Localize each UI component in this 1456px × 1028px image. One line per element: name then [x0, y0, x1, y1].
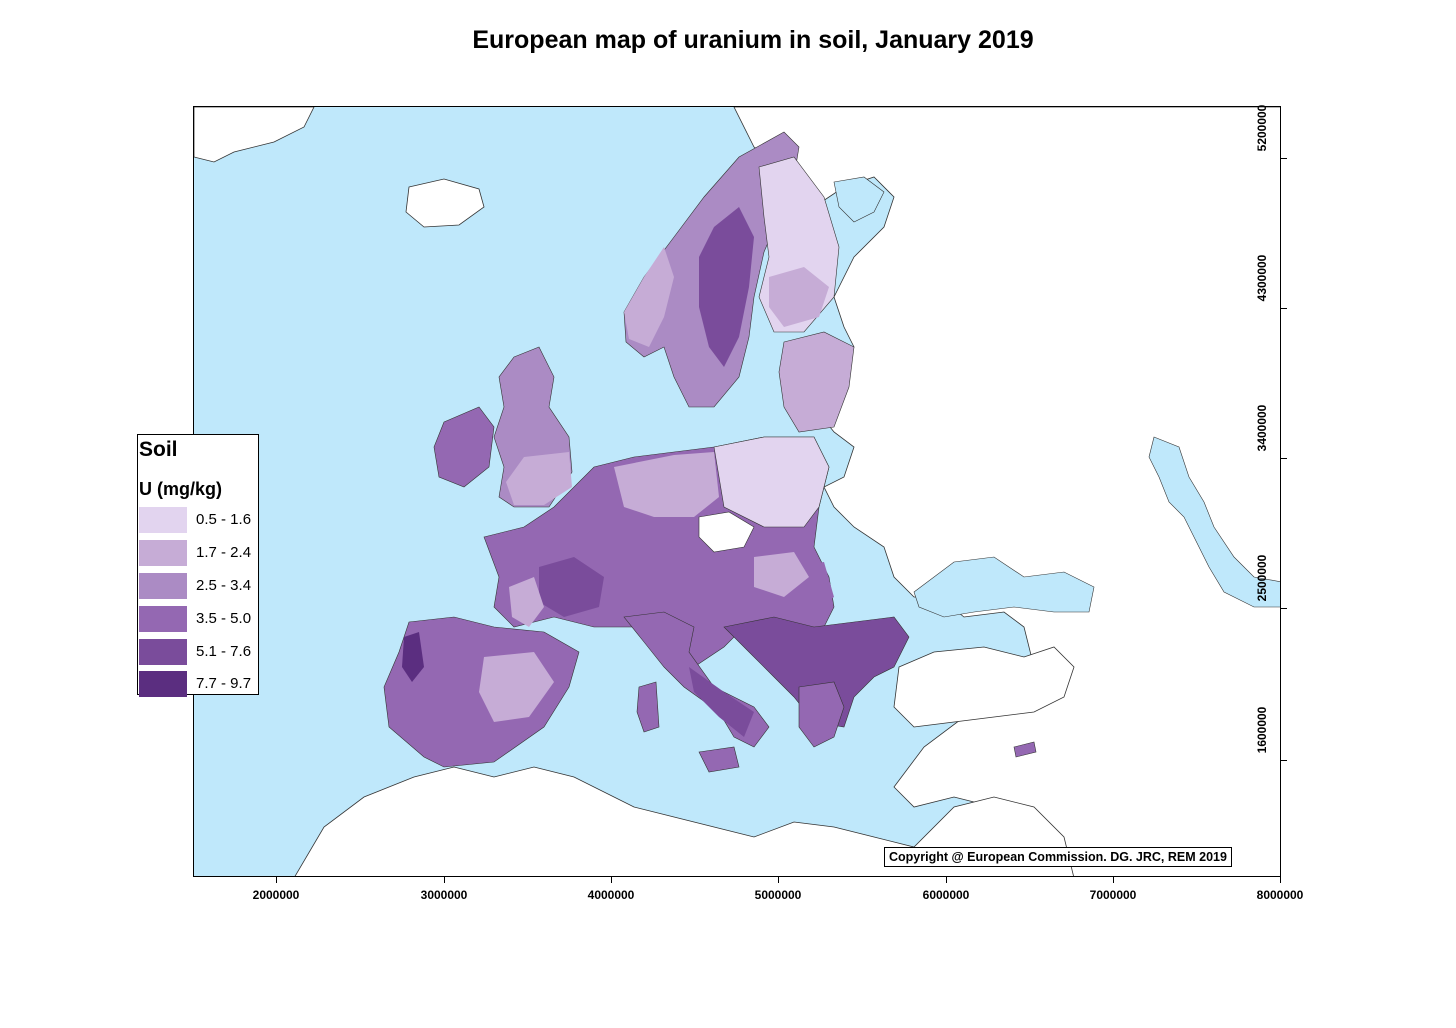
y-tick-mark — [1281, 308, 1287, 309]
land-britain-south — [506, 452, 572, 505]
x-tick-label: 6000000 — [922, 888, 970, 902]
y-tick-mark — [1281, 760, 1287, 761]
land-finland-mid — [769, 267, 829, 327]
map-area — [193, 106, 1281, 877]
land-ireland — [433, 406, 495, 488]
x-tick-mark — [1113, 877, 1114, 883]
legend-unit: U (mg/kg) — [139, 479, 222, 499]
land-iberia-light — [479, 652, 554, 722]
x-tick-mark — [611, 877, 612, 883]
caspian-sea — [1148, 436, 1280, 608]
x-tick-mark — [444, 877, 445, 883]
land-iceland — [405, 178, 485, 228]
legend-label: 1.7 - 2.4 — [196, 544, 252, 561]
y-tick-mark — [1281, 608, 1287, 609]
legend-label: 7.7 - 9.7 — [196, 675, 252, 692]
land-hungary — [754, 552, 809, 597]
land-italy-south-dark — [689, 667, 754, 737]
map-title: European map of uranium in soil, January… — [472, 26, 1034, 54]
y-tick-mark — [1281, 158, 1287, 159]
legend-swatch — [139, 671, 187, 697]
land-germany-light — [614, 452, 719, 517]
legend-class: 7.7 - 9.7 — [139, 671, 259, 697]
x-tick-mark — [1280, 877, 1281, 883]
land-balkans — [723, 616, 910, 728]
legend-label: 5.1 - 7.6 — [196, 643, 252, 660]
x-tick-label: 8000000 — [1256, 888, 1304, 902]
x-tick-label: 5000000 — [754, 888, 802, 902]
legend-class: 1.7 - 2.4 — [139, 540, 259, 566]
legend-swatch — [139, 540, 187, 566]
legend-swatch — [139, 606, 187, 632]
x-tick-mark — [276, 877, 277, 883]
land-sweden-dark — [699, 207, 754, 367]
x-tick-mark — [946, 877, 947, 883]
x-tick-label: 2000000 — [252, 888, 300, 902]
legend-label: 3.5 - 5.0 — [196, 610, 252, 627]
land-north-africa — [294, 766, 1074, 876]
land-turkey — [893, 646, 1075, 728]
land-czechia-nodata — [698, 511, 755, 553]
y-tick-label: 2500000 — [1255, 554, 1269, 602]
y-tick-label: 3400000 — [1255, 404, 1269, 452]
copyright-notice: Copyright @ European Commission. DG. JRC… — [884, 847, 1232, 867]
land-greece — [798, 681, 845, 748]
legend-swatch — [139, 639, 187, 665]
land-baltics — [778, 331, 855, 433]
y-tick-label: 1600000 — [1255, 706, 1269, 754]
land-russia-east — [733, 107, 1280, 876]
legend-title: Soil — [139, 438, 178, 461]
legend-class: 5.1 - 7.6 — [139, 639, 259, 665]
land-cyprus — [1013, 741, 1037, 758]
land-sicily — [698, 746, 740, 773]
land-france-west-light — [509, 577, 544, 627]
map-legend: Soil U (mg/kg) 0.5 - 1.6 1.7 - 2.4 2.5 -… — [137, 434, 259, 697]
land-norway-coast — [624, 247, 674, 347]
y-tick-mark — [1281, 458, 1287, 459]
legend-class: 0.5 - 1.6 — [139, 507, 259, 533]
y-tick-label: 5200000 — [1255, 104, 1269, 152]
land-poland — [713, 436, 830, 528]
y-tick-label: 4300000 — [1255, 254, 1269, 302]
europe-map — [194, 107, 1280, 876]
legend-swatch — [139, 507, 187, 533]
land-sardinia — [636, 681, 660, 733]
legend-swatch — [139, 573, 187, 599]
land-portugal-dark — [402, 632, 424, 682]
legend-class: 2.5 - 3.4 — [139, 573, 259, 599]
land-greenland — [194, 107, 315, 163]
white-sea — [833, 176, 885, 223]
x-tick-label: 4000000 — [587, 888, 635, 902]
x-tick-mark — [778, 877, 779, 883]
x-tick-label: 7000000 — [1089, 888, 1137, 902]
legend-label: 0.5 - 1.6 — [196, 511, 252, 528]
land-france-dark — [539, 557, 604, 617]
legend-label: 2.5 - 3.4 — [196, 577, 252, 594]
x-tick-label: 3000000 — [420, 888, 468, 902]
legend-class: 3.5 - 5.0 — [139, 606, 259, 632]
black-sea — [913, 556, 1095, 618]
